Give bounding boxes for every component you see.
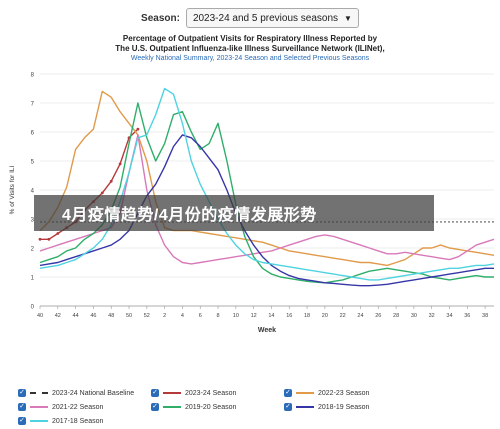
legend-swatch [163,406,181,408]
legend-label: 2019-20 Season [185,403,237,411]
season-dropdown[interactable]: 2023-24 and 5 previous seasons ▼ [185,8,359,28]
legend-label: 2022-23 Season [318,389,370,397]
x-tick-label: 26 [375,313,381,319]
series-point-2023-24-season [100,191,104,195]
legend-label: 2023-24 National Baseline [52,389,135,397]
legend-label: 2021-22 Season [52,403,104,411]
series-line-2022-23-season [39,90,495,267]
x-tick-label: 36 [464,313,470,319]
checkbox-checked-icon[interactable]: ✓ [284,403,292,411]
legend-item[interactable]: ✓ 2021-22 Season [18,402,143,412]
x-tick-label: 42 [55,313,61,319]
series-point-2023-24-season [109,179,113,183]
y-tick-label: 7 [31,102,35,108]
x-tick-label: 20 [322,313,328,319]
legend-swatch [296,406,314,408]
legend-item[interactable]: ✓ 2023-24 Season [151,388,276,398]
season-label: Season: [141,12,180,24]
y-tick-label: 8 [31,73,35,79]
season-bar: Season: 2023-24 and 5 previous seasons ▼ [0,8,500,28]
x-tick-label: 44 [73,313,79,319]
x-tick-label: 38 [482,313,488,319]
checkbox-checked-icon[interactable]: ✓ [18,389,26,397]
x-tick-label: 18 [304,313,310,319]
y-tick-label: 3 [31,218,35,224]
series-point-2023-24-season [47,237,51,241]
x-tick-label: 24 [357,313,363,319]
chart-subtitle: Weekly National Summary, 2023-24 Season … [130,55,370,62]
y-tick-label: 0 [31,305,35,311]
x-tick-label: 50 [126,313,132,319]
y-tick-label: 5 [31,160,35,166]
x-tick-label: 22 [340,313,346,319]
x-tick-label: 32 [429,313,435,319]
x-tick-label: 6 [199,313,202,319]
x-tick-label: 30 [411,313,417,319]
checkbox-checked-icon[interactable]: ✓ [284,389,292,397]
x-tick-label: 48 [108,313,114,319]
x-tick-label: 16 [286,313,292,319]
legend-item[interactable]: ✓ 2019-20 Season [151,402,276,412]
x-tick-label: 8 [217,313,220,319]
legend-swatch [30,392,48,394]
caret-down-icon: ▼ [344,13,352,23]
y-tick-label: 1 [31,276,35,282]
checkbox-checked-icon[interactable]: ✓ [18,417,26,425]
x-tick-label: 34 [446,313,452,319]
x-tick-label: 52 [144,313,150,319]
legend-swatch [30,406,48,408]
series-point-2023-24-season [56,232,60,235]
chart-legend: ✓ 2023-24 National Baseline ✓ 2023-24 Seaso… [18,388,488,426]
legend-item[interactable]: ✓ 2023-24 National Baseline [18,388,143,398]
y-tick-label: 4 [31,189,35,195]
series-line-2018-19-season [39,134,494,287]
legend-swatch [30,420,48,422]
x-tick-label: 10 [233,313,239,319]
y-axis-label: % of Visits for ILI [9,165,16,214]
x-axis-label: Week [258,327,276,334]
legend-label: 2017-18 Season [52,417,104,425]
y-tick-label: 2 [31,247,35,253]
x-tick-label: 12 [251,313,257,319]
x-tick-label: 14 [268,313,274,319]
checkbox-checked-icon[interactable]: ✓ [18,403,26,411]
chart-title-line-2: The U.S. Outpatient Influenza-like Illne… [115,44,385,53]
overlay-banner-text: 4月疫情趋势/4月份的疫情发展形势 [62,207,317,224]
legend-item[interactable]: ✓ 2018-19 Season [284,402,409,412]
legend-label: 2018-19 Season [318,403,370,411]
checkbox-checked-icon[interactable]: ✓ [151,403,159,411]
chart-title-block: Percentage of Outpatient Visits for Resp… [0,34,500,64]
x-tick-label: 4 [181,313,184,319]
x-tick-label: 2 [163,313,166,319]
series-point-2023-24-season [38,237,42,241]
overlay-banner: 4月疫情趋势/4月份的疫情发展形势 [34,195,434,231]
series-point-2023-24-season [136,127,140,131]
series-point-2023-24-season [118,162,122,166]
y-tick-label: 6 [31,131,35,137]
checkbox-checked-icon[interactable]: ✓ [151,389,159,397]
legend-swatch [163,392,181,394]
season-dropdown-value: 2023-24 and 5 previous seasons [192,12,339,24]
x-tick-label: 28 [393,313,399,319]
legend-swatch [296,392,314,394]
chart-title-line-1: Percentage of Outpatient Visits for Resp… [122,34,378,43]
x-tick-label: 40 [37,313,43,319]
legend-item[interactable]: ✓ 2022-23 Season [284,388,409,398]
legend-item[interactable]: ✓ 2017-18 Season [18,416,143,426]
legend-label: 2023-24 Season [185,389,237,397]
x-tick-label: 46 [90,313,96,319]
